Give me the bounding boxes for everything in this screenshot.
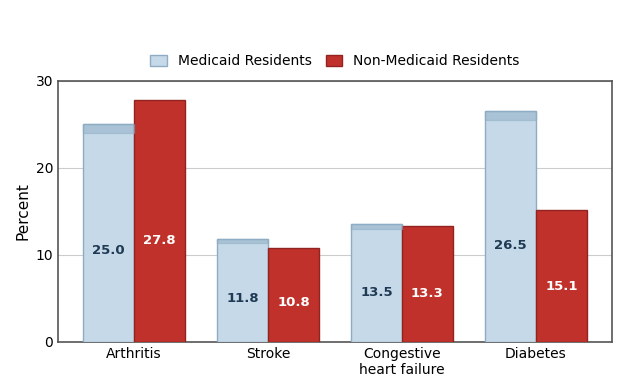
Y-axis label: Percent: Percent — [15, 182, 30, 240]
Text: 10.8: 10.8 — [277, 296, 310, 309]
Text: 11.8: 11.8 — [226, 292, 259, 305]
Text: 25.0: 25.0 — [92, 244, 125, 257]
Bar — [217, 239, 268, 243]
Legend: Medicaid Residents, Non-Medicaid Residents: Medicaid Residents, Non-Medicaid Residen… — [145, 49, 525, 74]
Bar — [485, 111, 536, 342]
Bar — [83, 124, 134, 133]
Text: 27.8: 27.8 — [143, 234, 176, 247]
Bar — [536, 211, 587, 342]
Text: 13.3: 13.3 — [411, 287, 444, 300]
Bar — [351, 224, 402, 229]
Bar — [83, 124, 134, 342]
Text: 26.5: 26.5 — [494, 239, 527, 252]
Bar — [134, 100, 185, 342]
Text: 13.5: 13.5 — [361, 286, 393, 299]
Bar — [217, 239, 268, 342]
Text: 15.1: 15.1 — [545, 280, 577, 293]
Bar — [402, 226, 453, 342]
Bar — [485, 111, 536, 120]
Bar — [268, 248, 319, 342]
Bar — [351, 224, 402, 342]
